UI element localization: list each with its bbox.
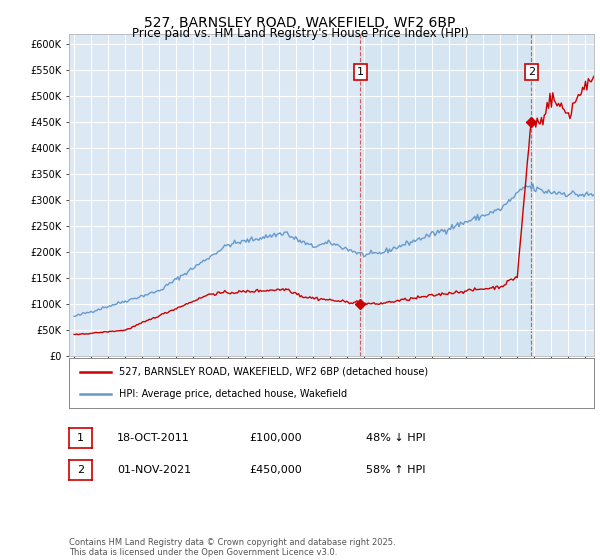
Text: 1: 1 xyxy=(77,433,84,443)
Text: £450,000: £450,000 xyxy=(249,465,302,475)
Text: Price paid vs. HM Land Registry's House Price Index (HPI): Price paid vs. HM Land Registry's House … xyxy=(131,27,469,40)
Text: 2: 2 xyxy=(77,465,84,475)
Text: 527, BARNSLEY ROAD, WAKEFIELD, WF2 6BP: 527, BARNSLEY ROAD, WAKEFIELD, WF2 6BP xyxy=(145,16,455,30)
Bar xyxy=(361,34,532,356)
Text: 18-OCT-2011: 18-OCT-2011 xyxy=(117,433,190,443)
Text: HPI: Average price, detached house, Wakefield: HPI: Average price, detached house, Wake… xyxy=(119,389,347,399)
Text: 2: 2 xyxy=(528,67,535,77)
Text: 58% ↑ HPI: 58% ↑ HPI xyxy=(366,465,425,475)
Text: 527, BARNSLEY ROAD, WAKEFIELD, WF2 6BP (detached house): 527, BARNSLEY ROAD, WAKEFIELD, WF2 6BP (… xyxy=(119,367,428,377)
Text: 1: 1 xyxy=(357,67,364,77)
Text: 48% ↓ HPI: 48% ↓ HPI xyxy=(366,433,425,443)
Text: £100,000: £100,000 xyxy=(249,433,302,443)
Text: 01-NOV-2021: 01-NOV-2021 xyxy=(117,465,191,475)
Text: Contains HM Land Registry data © Crown copyright and database right 2025.
This d: Contains HM Land Registry data © Crown c… xyxy=(69,538,395,557)
